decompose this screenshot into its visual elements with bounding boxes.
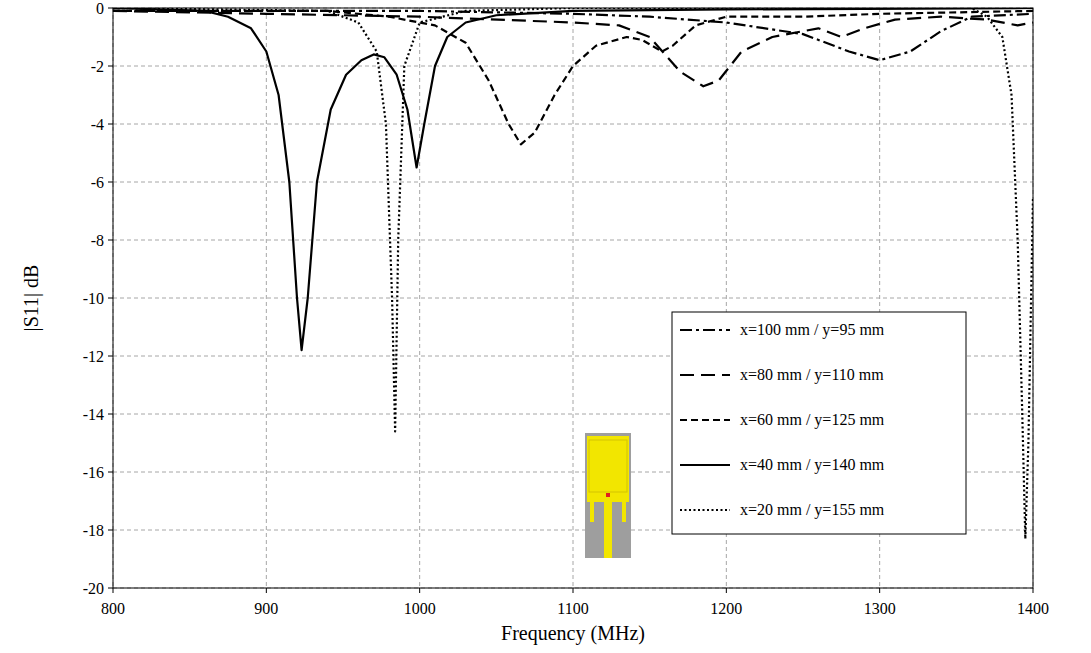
x-tick xyxy=(1033,588,1034,593)
antenna-inset xyxy=(585,433,631,558)
series-group xyxy=(113,8,1033,539)
x-tick xyxy=(573,588,574,593)
legend-label: x=100 mm / y=95 mm xyxy=(740,321,885,339)
y-tick xyxy=(108,356,113,357)
x-tick xyxy=(266,588,267,593)
plot-area xyxy=(113,8,1033,588)
y-tick xyxy=(108,588,113,589)
y-tick xyxy=(108,8,113,9)
x-tick-label: 1200 xyxy=(710,600,742,617)
grid xyxy=(113,8,1033,588)
series-line xyxy=(113,11,1033,144)
y-grid-line xyxy=(113,298,1033,299)
y-tick-label: -8 xyxy=(91,232,104,249)
legend-swatch xyxy=(680,464,730,466)
x-tick xyxy=(726,588,727,593)
plot-frame xyxy=(113,8,1033,588)
x-tick-label: 1000 xyxy=(404,600,436,617)
y-tick xyxy=(108,414,113,415)
legend-label: x=40 mm / y=140 mm xyxy=(740,456,885,474)
y-tick-label: -10 xyxy=(83,290,104,307)
y-tick xyxy=(108,472,113,473)
y-tick-label: -2 xyxy=(91,58,104,75)
x-axis-title: Frequency (MHz) xyxy=(501,622,645,645)
series-line xyxy=(113,11,1033,60)
series-line xyxy=(113,11,1033,86)
y-grid-line xyxy=(113,66,1033,67)
chart: 80090010001100120013001400-20-18-16-14-1… xyxy=(0,0,1091,653)
legend-swatch xyxy=(680,509,730,511)
x-tick-label: 800 xyxy=(101,600,125,617)
legend-label: x=60 mm / y=125 mm xyxy=(740,411,885,429)
legend-label: x=20 mm / y=155 mm xyxy=(740,501,885,519)
x-tick-label: 1300 xyxy=(864,600,896,617)
x-grid-line xyxy=(419,8,420,588)
y-grid-line xyxy=(113,182,1033,183)
x-grid-line xyxy=(573,8,574,588)
y-tick xyxy=(108,66,113,67)
x-tick xyxy=(419,588,420,593)
y-tick xyxy=(108,298,113,299)
legend: x=100 mm / y=95 mm x=80 mm / y=110 mm x=60… xyxy=(672,312,966,534)
y-axis-title: |S11| dB xyxy=(20,265,43,332)
y-tick-label: -14 xyxy=(83,406,104,423)
series-line xyxy=(113,8,1033,350)
y-tick xyxy=(108,124,113,125)
y-tick-label: -4 xyxy=(91,116,104,133)
legend-swatch xyxy=(680,374,730,376)
legend-swatch xyxy=(680,419,730,421)
x-tick-label: 900 xyxy=(254,600,278,617)
y-grid-line xyxy=(113,240,1033,241)
y-tick-label: -12 xyxy=(83,348,104,365)
x-tick xyxy=(113,588,114,593)
y-tick-label: -16 xyxy=(83,464,104,481)
y-grid-line xyxy=(113,124,1033,125)
y-tick-label: -18 xyxy=(83,522,104,539)
legend-label: x=80 mm / y=110 mm xyxy=(740,366,884,384)
y-tick-label: 0 xyxy=(96,0,104,17)
x-tick xyxy=(879,588,880,593)
legend-box xyxy=(672,312,966,534)
x-tick-label: 1100 xyxy=(557,600,588,617)
x-grid-line xyxy=(266,8,267,588)
y-tick xyxy=(108,240,113,241)
y-tick-label: -6 xyxy=(91,174,104,191)
x-tick-label: 1400 xyxy=(1017,600,1049,617)
series-line xyxy=(113,8,1033,539)
y-tick xyxy=(108,530,113,531)
legend-swatch xyxy=(680,329,730,331)
y-tick-label: -20 xyxy=(83,580,104,597)
y-tick xyxy=(108,182,113,183)
